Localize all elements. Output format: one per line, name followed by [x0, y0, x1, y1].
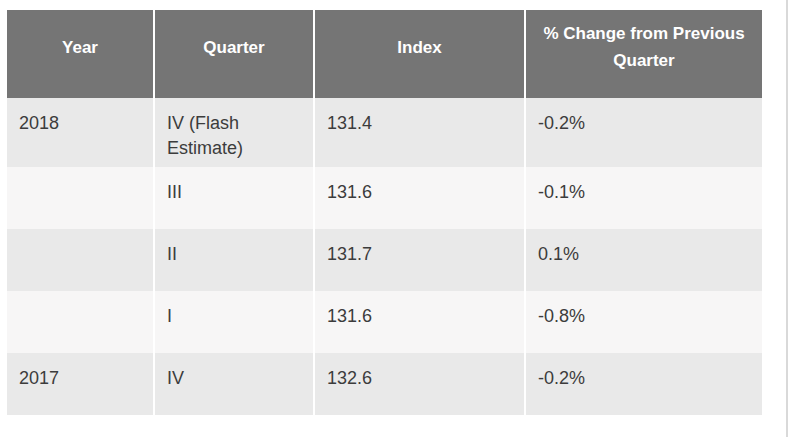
cell-quarter: III [155, 167, 315, 229]
cell-year: 2017 [7, 353, 155, 415]
table-row: III 131.6 -0.1% [7, 167, 762, 229]
quarterly-index-table: Year Quarter Index % Change from Previou… [7, 10, 762, 415]
cell-index: 131.4 [315, 98, 526, 167]
cell-year [7, 229, 155, 291]
cell-index: 131.7 [315, 229, 526, 291]
cell-change: -0.1% [526, 167, 762, 229]
cell-index: 131.6 [315, 291, 526, 353]
page: Year Quarter Index % Change from Previou… [0, 0, 800, 437]
page-edge-divider [786, 0, 788, 437]
cell-index: 131.6 [315, 167, 526, 229]
cell-year [7, 167, 155, 229]
cell-index: 132.6 [315, 353, 526, 415]
cell-quarter: IV [155, 353, 315, 415]
cell-change: -0.2% [526, 98, 762, 167]
cell-year [7, 291, 155, 353]
cell-change: -0.8% [526, 291, 762, 353]
table-row: 2017 IV 132.6 -0.2% [7, 353, 762, 415]
column-header-index: Index [315, 10, 526, 98]
cell-change: -0.2% [526, 353, 762, 415]
column-header-change: % Change from Previous Quarter [526, 10, 762, 98]
cell-quarter: II [155, 229, 315, 291]
column-header-quarter: Quarter [155, 10, 315, 98]
table-row: II 131.7 0.1% [7, 229, 762, 291]
column-header-year: Year [7, 10, 155, 98]
table-header-row: Year Quarter Index % Change from Previou… [7, 10, 762, 98]
cell-quarter: IV (Flash Estimate) [155, 98, 315, 167]
table-row: I 131.6 -0.8% [7, 291, 762, 353]
cell-change: 0.1% [526, 229, 762, 291]
cell-quarter: I [155, 291, 315, 353]
table-row: 2018 IV (Flash Estimate) 131.4 -0.2% [7, 98, 762, 167]
cell-year: 2018 [7, 98, 155, 167]
